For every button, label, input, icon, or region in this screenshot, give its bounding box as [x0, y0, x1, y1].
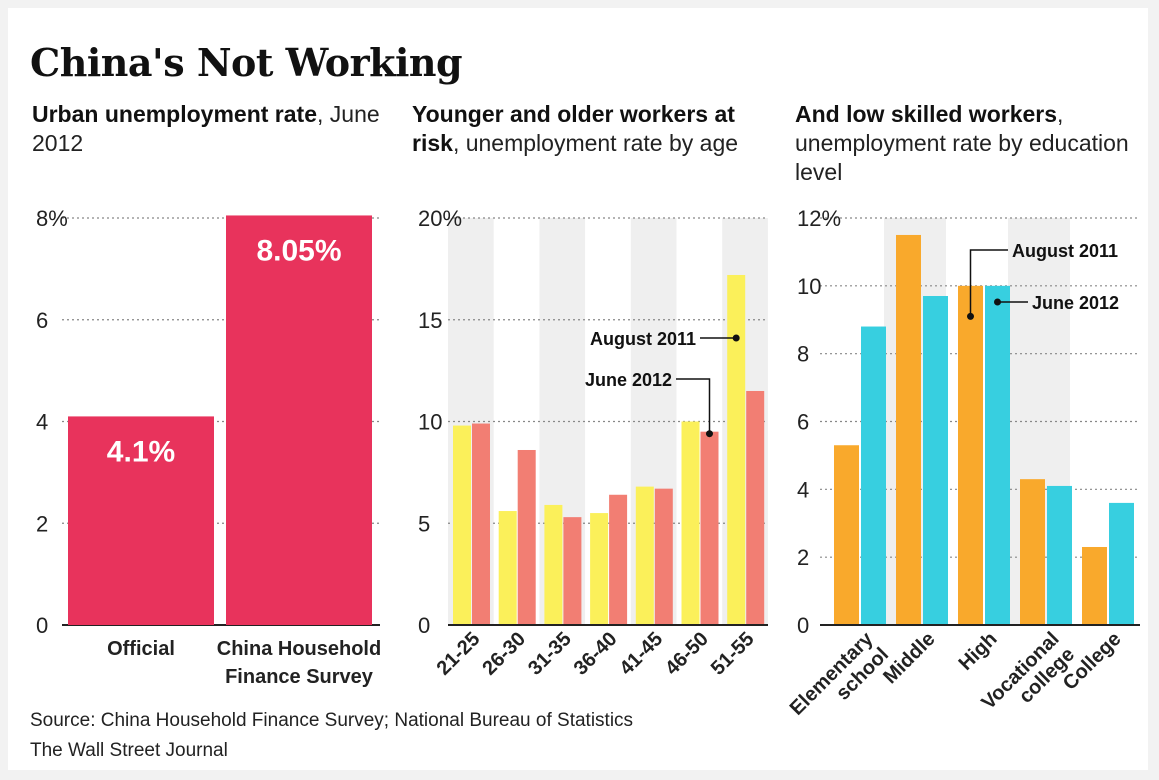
chart3-bar-jun2012	[1047, 485, 1072, 625]
credit-note: The Wall Street Journal	[30, 740, 228, 761]
chart3-bar-jun2012	[923, 296, 948, 625]
chart1-data-label: 4.1%	[107, 435, 175, 468]
chart2-bar-aug2011	[453, 425, 471, 625]
chart3-category-label: Elementaryschool	[786, 627, 894, 735]
chart2-bar-aug2011	[635, 486, 654, 625]
chart2-bar-aug2011	[727, 274, 746, 625]
chart2-bar-aug2011	[681, 421, 700, 625]
chart1-subtitle: Urban unemployment rate, June 2012	[32, 100, 392, 158]
chart2-subtitle: Younger and older workers at risk, unemp…	[412, 100, 762, 158]
chart2-bar-jun2012	[563, 517, 582, 625]
chart2-category-label: 26-30	[478, 628, 530, 680]
chart1-ytick-label: 8%	[36, 206, 68, 231]
chart3-ytick-label: 4	[797, 477, 809, 502]
chart1-subtitle-bold: Urban unemployment rate	[32, 101, 317, 127]
chart2-bar-jun2012	[472, 423, 490, 625]
chart1-ytick-label: 0	[36, 613, 48, 638]
chart1-bar	[226, 215, 372, 626]
chart3-subtitle: And low skilled workers, unemployment ra…	[795, 100, 1145, 187]
chart2-annotation-jun2012: June 2012	[585, 370, 672, 390]
chart2-category-label: 31-35	[524, 628, 576, 680]
chart2-marker-jun2012	[706, 430, 713, 438]
chart3-category-label: High	[955, 628, 1002, 675]
source-note: Source: China Household Finance Survey; …	[30, 710, 634, 731]
chart2-ytick-label: 10	[418, 410, 442, 435]
chart1-category-label: Official	[107, 638, 175, 660]
chart1-ytick-label: 6	[36, 308, 48, 333]
chart1-data-label: 8.05%	[256, 234, 341, 267]
chart3-ytick-label: 6	[797, 410, 809, 435]
chart2-category-label: 46-50	[661, 628, 713, 680]
chart3-bar-jun2012	[1109, 502, 1134, 625]
chart3-ytick-label: 8	[797, 342, 809, 367]
chart1-ytick-label: 2	[36, 511, 48, 536]
chart3-bar-aug2011	[1082, 546, 1107, 625]
chart2-ytick-label: 15	[418, 308, 442, 333]
chart2-bar-jun2012	[517, 449, 536, 625]
chart2-ytick-label: 5	[418, 511, 430, 536]
chart1-ytick-label: 4	[36, 410, 48, 435]
chart1-category-label: China Household Finance Survey	[217, 638, 381, 688]
main-title: China's Not Working	[30, 40, 463, 85]
chart3-ytick-label: 12%	[797, 206, 841, 231]
chart3-annotation-aug2011: August 2011	[1012, 241, 1118, 261]
chart1-bar	[68, 416, 214, 625]
chart2-bar-jun2012	[746, 390, 765, 625]
chart2-bar-aug2011	[544, 504, 563, 625]
chart1-category-line: Official	[107, 638, 175, 660]
chart3-bar-jun2012	[861, 326, 886, 625]
chart2-bar-aug2011	[498, 511, 517, 625]
chart2-bar-jun2012	[654, 488, 673, 625]
chart1-subtitle-rest: , June 2012	[32, 101, 380, 156]
chart1-category-line: China Household	[217, 638, 381, 660]
chart2-bar-jun2012	[609, 494, 628, 625]
chart3-subtitle-rest: , unemployment rate by education level	[795, 101, 1129, 185]
chart3-ytick-label: 2	[797, 545, 809, 570]
chart2-category-label: 41-45	[615, 628, 667, 680]
chart2-subtitle-rest: , unemployment rate by age	[452, 130, 739, 156]
chart1-category-line: Finance Survey	[225, 666, 374, 688]
chart3-bar-aug2011	[958, 285, 983, 625]
chart2-bar-aug2011	[590, 513, 609, 625]
chart3-bar-aug2011	[834, 445, 859, 625]
chart2-bar-jun2012	[700, 431, 719, 625]
chart2-marker-aug2011	[732, 334, 740, 342]
chart3-bar-aug2011	[896, 234, 921, 626]
chart3-annotation-jun2012: June 2012	[1032, 293, 1119, 313]
chart3-ytick-label: 0	[797, 613, 809, 638]
chart3-bar-jun2012	[985, 285, 1010, 625]
chart3-bar-aug2011	[1020, 479, 1045, 625]
chart2-leader-jun2012	[676, 378, 711, 434]
chart3-subtitle-bold: And low skilled workers	[795, 101, 1058, 127]
chart3-category-line: High	[955, 628, 1002, 675]
chart3-ytick-label: 10	[797, 274, 821, 299]
chart3-marker-aug2011	[967, 312, 974, 320]
chart2-category-label: 21-25	[433, 628, 485, 680]
chart2-subtitle-bold: Younger and older workers at risk	[412, 101, 735, 156]
chart2-annotation-aug2011: August 2011	[590, 329, 696, 349]
chart2-ytick-label: 0	[418, 613, 430, 638]
chart2-category-label: 51-55	[707, 628, 759, 680]
chart2-category-label: 36-40	[570, 628, 622, 680]
chart3-marker-jun2012	[994, 298, 1001, 306]
chart2-ytick-label: 20%	[418, 206, 462, 231]
chart3-leader-aug2011	[969, 249, 1008, 317]
